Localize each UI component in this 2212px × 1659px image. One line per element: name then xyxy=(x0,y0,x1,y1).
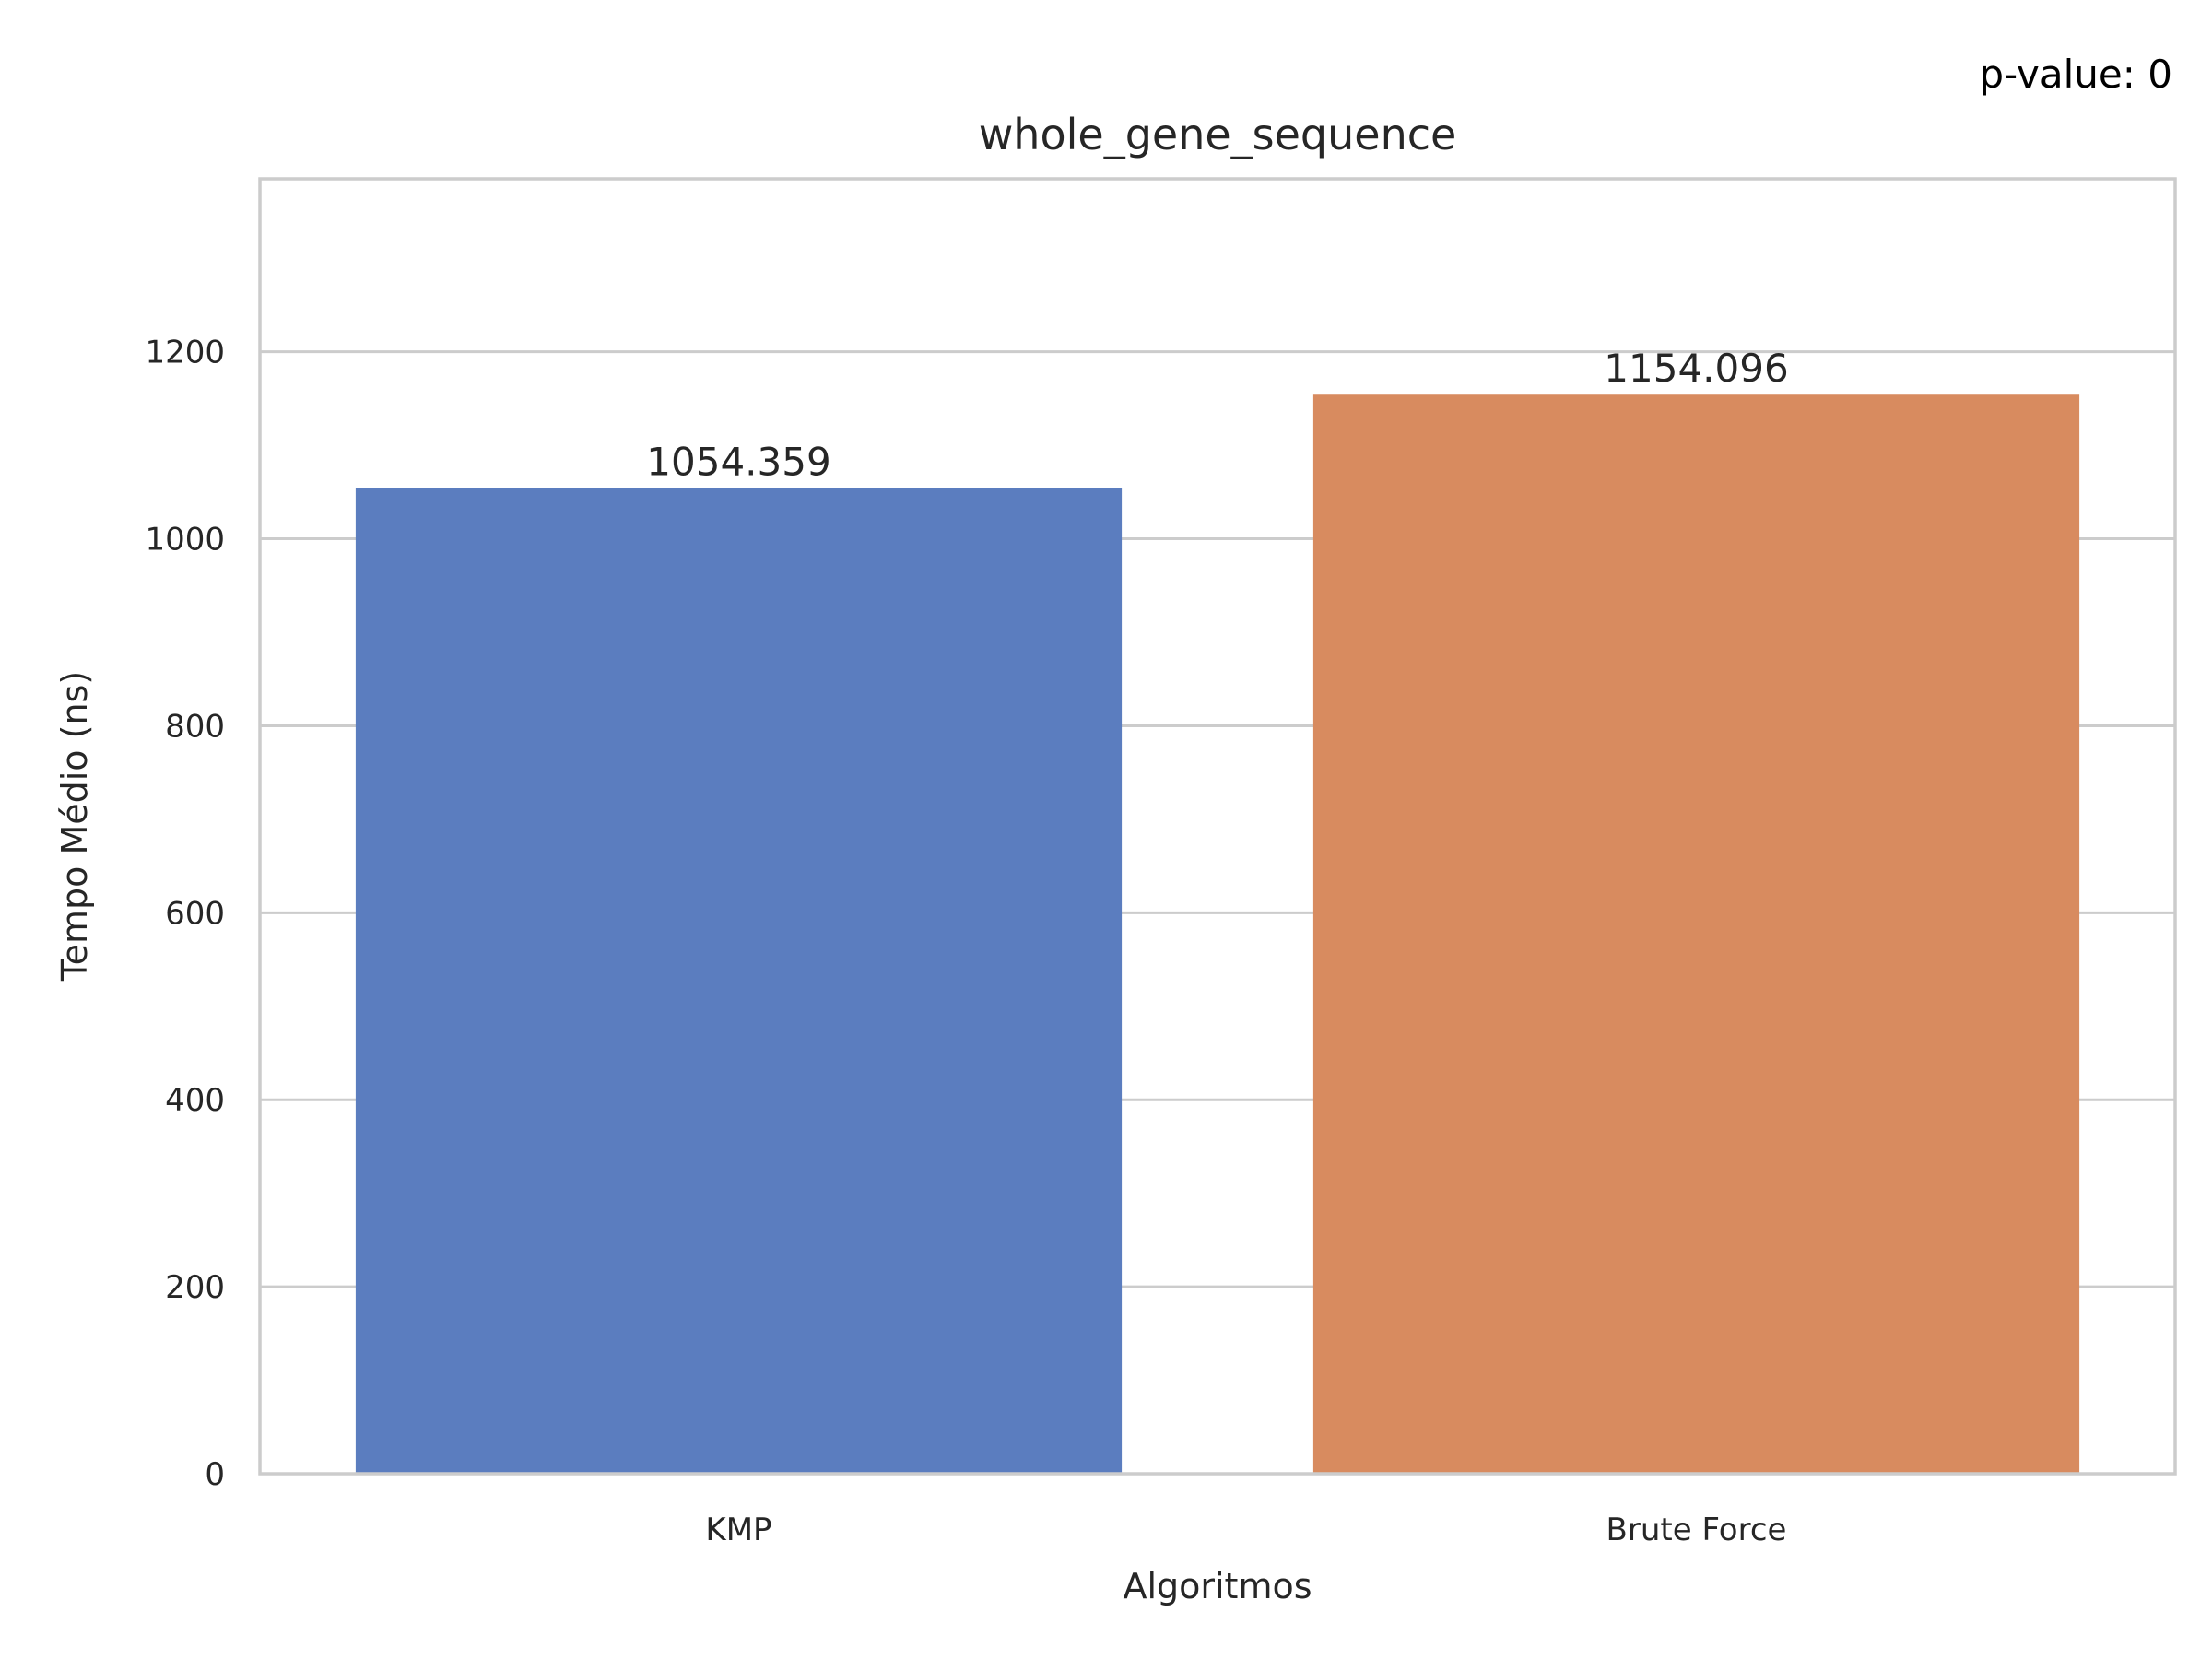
bar-value-label: 1154.096 xyxy=(1604,346,1788,391)
plot-frame xyxy=(258,177,2177,1476)
bars-layer xyxy=(355,394,2080,1475)
y-tick-label: 400 xyxy=(165,1082,225,1119)
x-axis-label: Algoritmos xyxy=(1123,1566,1312,1606)
chart-title: whole_gene_sequence xyxy=(979,110,1457,159)
ticks-layer: 0 200 400 600 800 1000 1200 KMP Brute Force xyxy=(145,335,1786,1548)
bar-brute-force xyxy=(1312,394,2080,1475)
bar-kmp xyxy=(355,488,1123,1475)
y-tick-label: 600 xyxy=(165,895,225,932)
y-axis-label: Tempo Médio (ns) xyxy=(54,671,95,982)
bar-labels-layer: 1054.359 1154.096 xyxy=(646,346,1788,484)
bar-value-label: 1054.359 xyxy=(646,439,830,484)
y-tick-label: 200 xyxy=(165,1269,225,1306)
y-tick-label: 1200 xyxy=(145,335,225,371)
x-tick-label: Brute Force xyxy=(1606,1512,1787,1548)
y-tick-label: 0 xyxy=(205,1456,225,1493)
p-value-annotation: p-value: 0 xyxy=(1979,52,2172,97)
y-tick-label: 1000 xyxy=(145,522,225,559)
y-tick-label: 800 xyxy=(165,708,225,745)
x-tick-label: KMP xyxy=(705,1512,771,1548)
